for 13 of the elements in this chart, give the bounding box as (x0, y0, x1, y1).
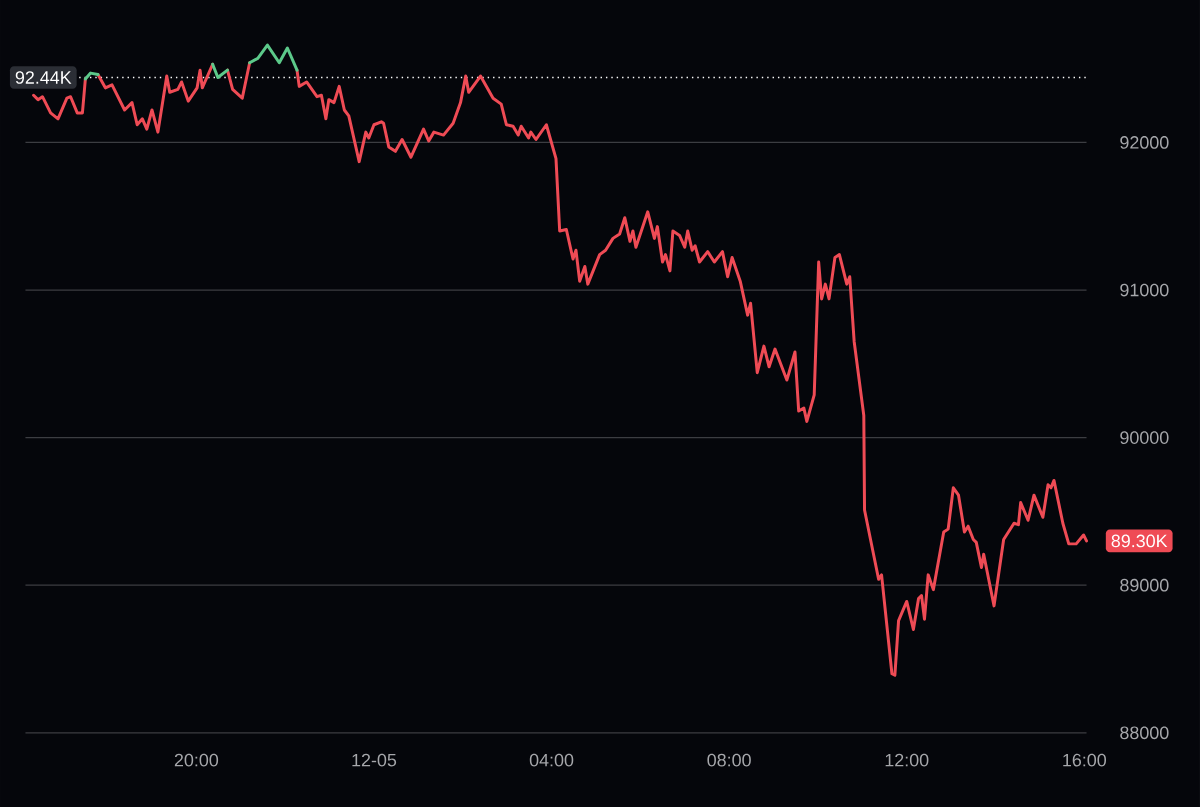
x-tick-label: 12:00 (885, 753, 929, 767)
y-tick-label: 92000 (1120, 135, 1169, 149)
y-tick-label: 90000 (1120, 431, 1169, 444)
ref-line-label: 92.44K (15, 70, 72, 84)
x-tick-label: 08:00 (707, 753, 751, 767)
y-tick-label: 89000 (1120, 578, 1169, 592)
annotation: 89.30K (1111, 534, 1168, 548)
x-tick-label: 20:00 (174, 753, 219, 767)
y-tick-label: 88000 (1120, 726, 1169, 739)
y-tick-label: 91000 (1120, 283, 1169, 297)
x-tick-label: 12-05 (352, 753, 397, 767)
x-tick-label: 16:00 (1063, 753, 1107, 767)
x-tick-label: 04:00 (529, 753, 574, 767)
